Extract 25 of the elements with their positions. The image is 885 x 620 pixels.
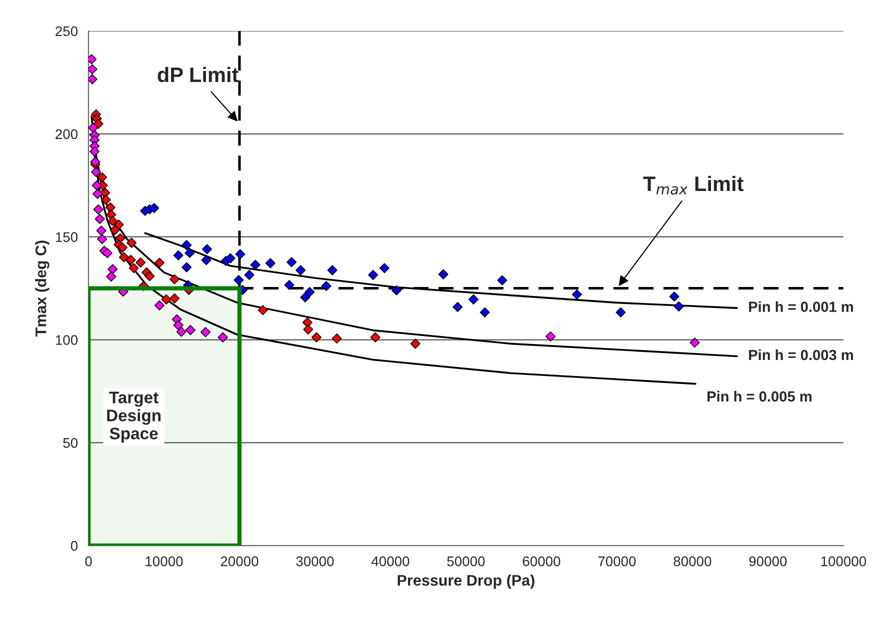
x-tick-label: 50000 (447, 556, 485, 566)
y-tick-label: 200 (56, 129, 78, 140)
band-label: Target Design Space (107, 392, 161, 443)
y-tick-label: 100 (56, 335, 78, 345)
x-tick-label: 10000 (146, 556, 183, 566)
x-tick-label: 80000 (674, 556, 712, 566)
x-axis-title: Pressure Drop (Pa) (398, 574, 534, 589)
series-label: Pin h = 0.005 m (708, 390, 812, 402)
x-tick-label: 100000 (821, 556, 866, 566)
y-tick-label: 50 (63, 438, 78, 448)
x-tick-label: 60000 (522, 556, 560, 566)
y-tick-label: 250 (56, 26, 78, 36)
x-tick-label: 20000 (220, 556, 258, 566)
x-tick-label: 30000 (296, 556, 334, 566)
y-tick-label: 150 (56, 232, 78, 242)
ref-line-label: T$_{max}$ Limit (643, 176, 744, 195)
x-tick-label: 40000 (371, 556, 410, 566)
y-tick-label: 0 (70, 540, 78, 551)
y-axis-title: Tmax (deg C) (35, 240, 50, 337)
x-tick-label: 70000 (598, 556, 636, 566)
ref-line-label: dP Limit (158, 66, 238, 82)
x-tick-label: 0 (85, 556, 92, 566)
x-tick-label: 90000 (749, 556, 787, 566)
series-label: Pin h = 0.001 m (749, 301, 853, 312)
series-label: Pin h = 0.003 m (749, 349, 853, 360)
